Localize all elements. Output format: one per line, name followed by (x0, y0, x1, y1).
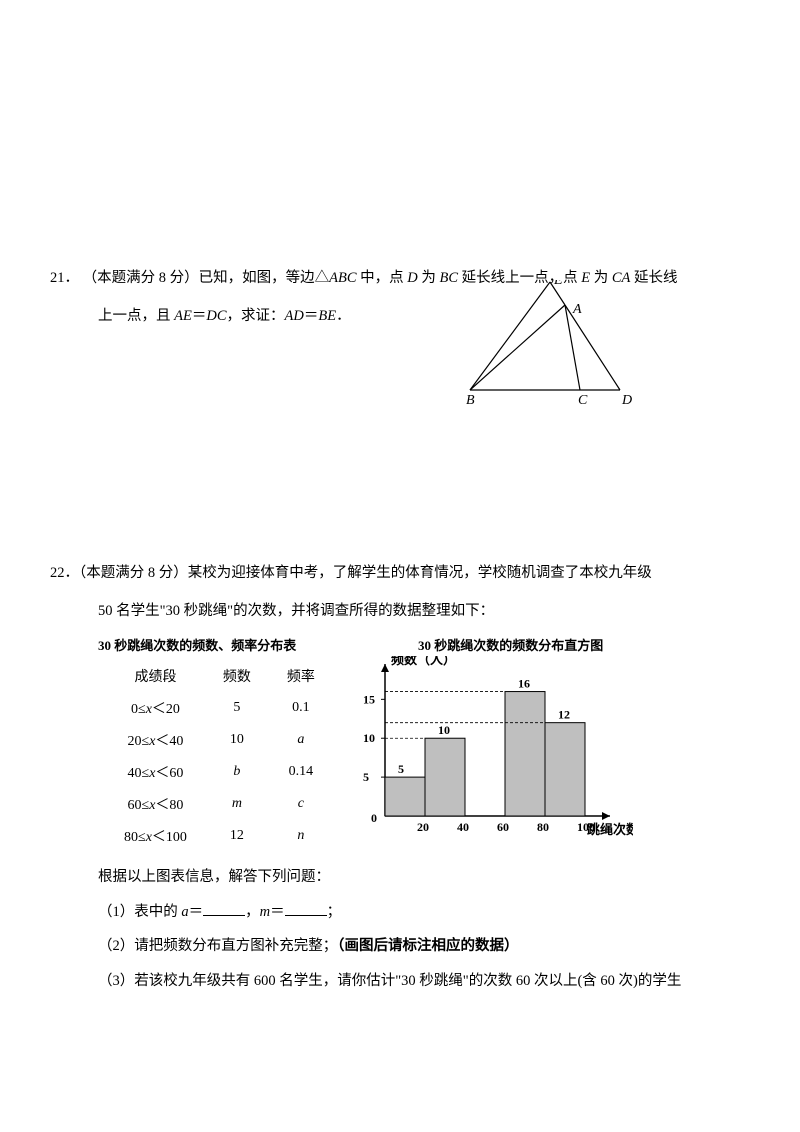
table-header: 频数 (205, 660, 269, 692)
svg-text:10: 10 (363, 731, 375, 745)
chart-caption: 30 秒跳绳次数的频数分布直方图 (398, 635, 603, 654)
p22-line2: 50 名学生"30 秒跳绳"的次数，并将调查所得的数据整理如下： (50, 593, 740, 631)
svg-text:5: 5 (398, 762, 404, 776)
svg-text:12: 12 (558, 707, 570, 721)
q1-b: ＝ (189, 904, 204, 920)
q2-a: （2）请把频数分布直方图补充完整； (98, 938, 337, 954)
exam-page: 21． （本题满分 8 分）已知，如图，等边△ABC 中，点 D 为 BC 延长… (0, 0, 800, 1132)
svg-text:40: 40 (457, 820, 469, 834)
p21-t2: 中，点 (357, 270, 408, 286)
p21-t3: 为 (418, 270, 440, 286)
p21-abc: ABC (329, 270, 356, 286)
q1-mvar: m (260, 904, 270, 920)
svg-text:16: 16 (518, 676, 530, 690)
p21-BC: BC (440, 270, 459, 286)
table-chart-row: 成绩段频数频率 0≤x＜2050.120≤x＜4010a40≤x＜60b0.14… (50, 654, 740, 852)
captions: 30 秒跳绳次数的频数、频率分布表 30 秒跳绳次数的频数分布直方图 (50, 635, 740, 654)
blank-a[interactable] (203, 900, 245, 916)
q2-b: （画图后请标注相应的数据） (337, 938, 518, 954)
svg-text:20: 20 (417, 820, 429, 834)
p21-t7: 上一点，且 (98, 308, 174, 324)
svg-text:A: A (572, 302, 582, 317)
p22-intro: 根据以上图表信息，解答下列问题： (50, 860, 740, 895)
p22-q3: （3）若该校九年级共有 600 名学生，请你估计"30 秒跳绳"的次数 60 次… (50, 964, 740, 999)
table-caption: 30 秒跳绳次数的频数、频率分布表 (50, 635, 398, 654)
svg-text:D: D (621, 393, 632, 408)
problem-21: 21． （本题满分 8 分）已知，如图，等边△ABC 中，点 D 为 BC 延长… (50, 260, 740, 335)
table-header: 成绩段 (106, 660, 205, 692)
triangle-figure: E A B C D (460, 280, 645, 410)
q1-c: ， (245, 904, 260, 920)
svg-text:100: 100 (577, 820, 595, 834)
svg-text:频数（人）: 频数（人） (391, 656, 456, 667)
p21-number: 21． (50, 270, 79, 286)
p21-t8: ，求证： (227, 308, 285, 324)
p21-DC: DC (206, 308, 226, 324)
p21-eq2: ＝ (304, 308, 319, 324)
p22-t1: （本题满分 8 分）某校为迎接体育中考，了解学生的体育情况，学校随机调查了本校九… (79, 565, 652, 581)
p22-q1: （1）表中的 a＝，m＝； (50, 895, 740, 930)
svg-text:80: 80 (537, 820, 549, 834)
table-header: 频率 (269, 660, 333, 692)
svg-text:E: E (553, 280, 563, 288)
problem-22: 22．（本题满分 8 分）某校为迎接体育中考，了解学生的体育情况，学校随机调查了… (50, 555, 740, 999)
frequency-table: 成绩段频数频率 0≤x＜2050.120≤x＜4010a40≤x＜60b0.14… (106, 660, 333, 852)
q1-e: ； (327, 904, 342, 920)
p21-BE: BE (318, 308, 336, 324)
table-row: 80≤x＜10012n (106, 820, 333, 852)
svg-text:10: 10 (438, 723, 450, 737)
svg-text:5: 5 (363, 770, 369, 784)
blank-m[interactable] (285, 900, 327, 916)
p21-eq1: ＝ (192, 308, 207, 324)
svg-text:B: B (466, 393, 475, 408)
svg-text:C: C (578, 393, 588, 408)
p21-D: D (407, 270, 417, 286)
p21-AE: AE (174, 308, 192, 324)
q1-avar: a (181, 904, 188, 920)
p21-AD: AD (285, 308, 304, 324)
q1-d: ＝ (270, 904, 285, 920)
p22-t2: 50 名学生"30 秒跳绳"的次数，并将调查所得的数据整理如下： (98, 603, 494, 619)
p22-number: 22． (50, 565, 79, 581)
table-row: 20≤x＜4010a (106, 724, 333, 756)
table-row: 0≤x＜2050.1 (106, 692, 333, 724)
histogram-chart: 频数（人）跳绳次数051015204060801005101612 (343, 656, 633, 851)
svg-text:15: 15 (363, 692, 375, 706)
p21-t1: （本题满分 8 分）已知，如图，等边△ (83, 270, 330, 286)
p22-line1: 22．（本题满分 8 分）某校为迎接体育中考，了解学生的体育情况，学校随机调查了… (50, 555, 740, 593)
q1-a: （1）表中的 (98, 904, 181, 920)
svg-text:0: 0 (371, 811, 377, 825)
p21-period: ． (336, 308, 351, 324)
table-row: 60≤x＜80mc (106, 788, 333, 820)
svg-text:60: 60 (497, 820, 509, 834)
table-row: 40≤x＜60b0.14 (106, 756, 333, 788)
p22-q2: （2）请把频数分布直方图补充完整；（画图后请标注相应的数据） (50, 929, 740, 964)
